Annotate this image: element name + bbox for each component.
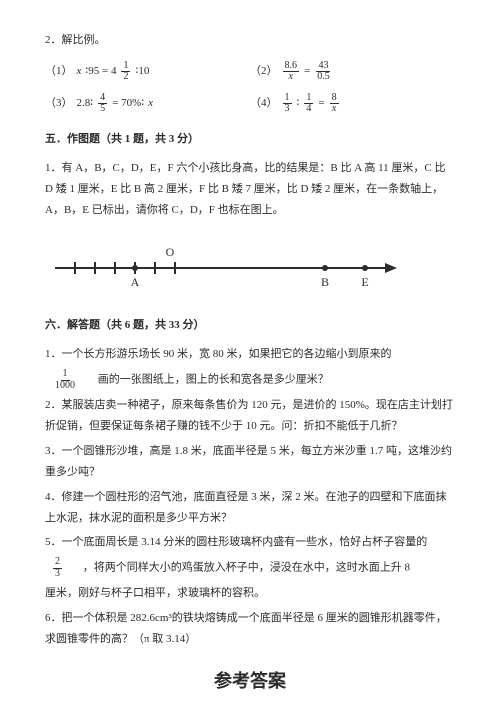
s6-q1: 1．一个长方形游乐场长 90 米，宽 80 米，如果把它的各边缩小到原来的 (45, 344, 455, 365)
fraction: 1 1000 (53, 369, 77, 391)
equation-row-1: （1） x ∶95 = 4 1 2 ∶10 （2） 8.6 x = 43 0.5 (45, 61, 455, 83)
denominator: 0.5 (315, 72, 332, 83)
label: （4） (250, 93, 278, 114)
equation-2: （2） 8.6 x = 43 0.5 (250, 61, 455, 83)
label-B: B (321, 275, 329, 289)
fraction: 1 4 (304, 93, 313, 115)
fraction: 43 0.5 (315, 61, 332, 83)
denominator: 3 (53, 569, 62, 580)
s6-q5-line3: 厘米，刚好与杯子口相平，求玻璃杯的容积。 (45, 583, 455, 604)
point-E (362, 265, 368, 271)
point-B (322, 265, 328, 271)
equation-4: （4） 1 3 ∶ 1 4 = 8 x (250, 93, 455, 115)
section-5-title: 五．作图题（共 1 题，共 3 分） (45, 129, 455, 150)
q5b: ，将两个同样大小的鸡蛋放入杯子中，浸没在水中，这时水面上升 8 (83, 562, 410, 574)
q1-head: 1．一个长方形游乐场长 90 米，宽 80 米，如果把它的各边缩小到原来的 (45, 348, 392, 360)
s6-q3: 3．一个圆锥形沙堆，高是 1.8 米，底面半径是 5 米，每立方米沙重 1.7 … (45, 441, 455, 483)
s6-q4: 4．修建一个圆柱形的沼气池，底面直径是 3 米，深 2 米。在池子的四壁和下底面… (45, 487, 455, 529)
var-x: x (148, 93, 153, 114)
denominator: 5 (98, 104, 107, 115)
fraction: 8.6 x (283, 61, 300, 83)
solve-proportion-heading: 2．解比例。 (45, 30, 455, 51)
s6-q1-line2: 1 1000 画的一张图纸上，图上的长和宽各是多少厘米？ (45, 369, 455, 391)
denominator: 1000 (53, 381, 77, 392)
label-O: O (166, 245, 175, 259)
rhs: ∶10 (135, 61, 149, 82)
fraction: 1 3 (283, 93, 292, 115)
label-E: E (361, 275, 368, 289)
number-line-diagram: O A B E (45, 238, 455, 301)
denominator: x (330, 104, 338, 115)
number-line-svg: O A B E (45, 238, 405, 293)
s6-q5-line1: 5．一个底面周长是 3.14 分米的圆柱形玻璃杯内盛有一些水，恰好占杯子容量的 (45, 532, 455, 553)
label: （2） (250, 61, 278, 82)
q1-tail: 画的一张图纸上，图上的长和宽各是多少厘米？ (98, 374, 329, 386)
equation-1: （1） x ∶95 = 4 1 2 ∶10 (45, 61, 250, 83)
denominator: x (287, 72, 295, 83)
denominator: 3 (283, 104, 292, 115)
text: 2．解比例。 (45, 34, 106, 46)
fraction: 2 3 (53, 557, 62, 579)
mid: = 70%∶ (112, 93, 144, 114)
equals: = (304, 61, 310, 82)
var-x: x (77, 61, 82, 82)
denominator: 4 (304, 104, 313, 115)
q5a: 5．一个底面周长是 3.14 分米的圆柱形玻璃杯内盛有一些水，恰好占杯子容量的 (45, 536, 427, 548)
s6-q2: 2．某服装店卖一种裙子，原来每条售价为 120 元，是进价的 150%。现在店主… (45, 395, 455, 437)
colon: ∶ (297, 93, 300, 114)
fraction: 8 x (330, 93, 339, 115)
op: ∶95 = 4 (85, 61, 116, 82)
lhs: 2.8∶ (77, 93, 94, 114)
label-A: A (131, 275, 140, 289)
section-6-title: 六．解答题（共 6 题，共 33 分） (45, 315, 455, 336)
equation-row-2: （3） 2.8∶ 4 5 = 70%∶ x （4） 1 3 ∶ 1 4 = 8 … (45, 93, 455, 115)
point-A (132, 265, 138, 271)
s6-q5-line2: 2 3 ，将两个同样大小的鸡蛋放入杯子中，浸没在水中，这时水面上升 8 (45, 557, 455, 579)
equals: = (318, 93, 324, 114)
denominator: 2 (121, 72, 130, 83)
equation-3: （3） 2.8∶ 4 5 = 70%∶ x (45, 93, 250, 115)
s5-q1: 1．有 A，B，C，D，E，F 六个小孩比身高，比的结果是：B 比 A 高 11… (45, 158, 455, 221)
fraction: 1 2 (121, 61, 130, 83)
label: （3） (45, 93, 73, 114)
fraction: 4 5 (98, 93, 107, 115)
answers-heading: 参考答案 (45, 664, 455, 698)
numerator: 1 (61, 369, 70, 381)
s6-q6: 6．把一个体积是 282.6cm³的铁块熔铸成一个底面半径是 6 厘米的圆锥形机… (45, 608, 455, 650)
label: （1） (45, 61, 73, 82)
